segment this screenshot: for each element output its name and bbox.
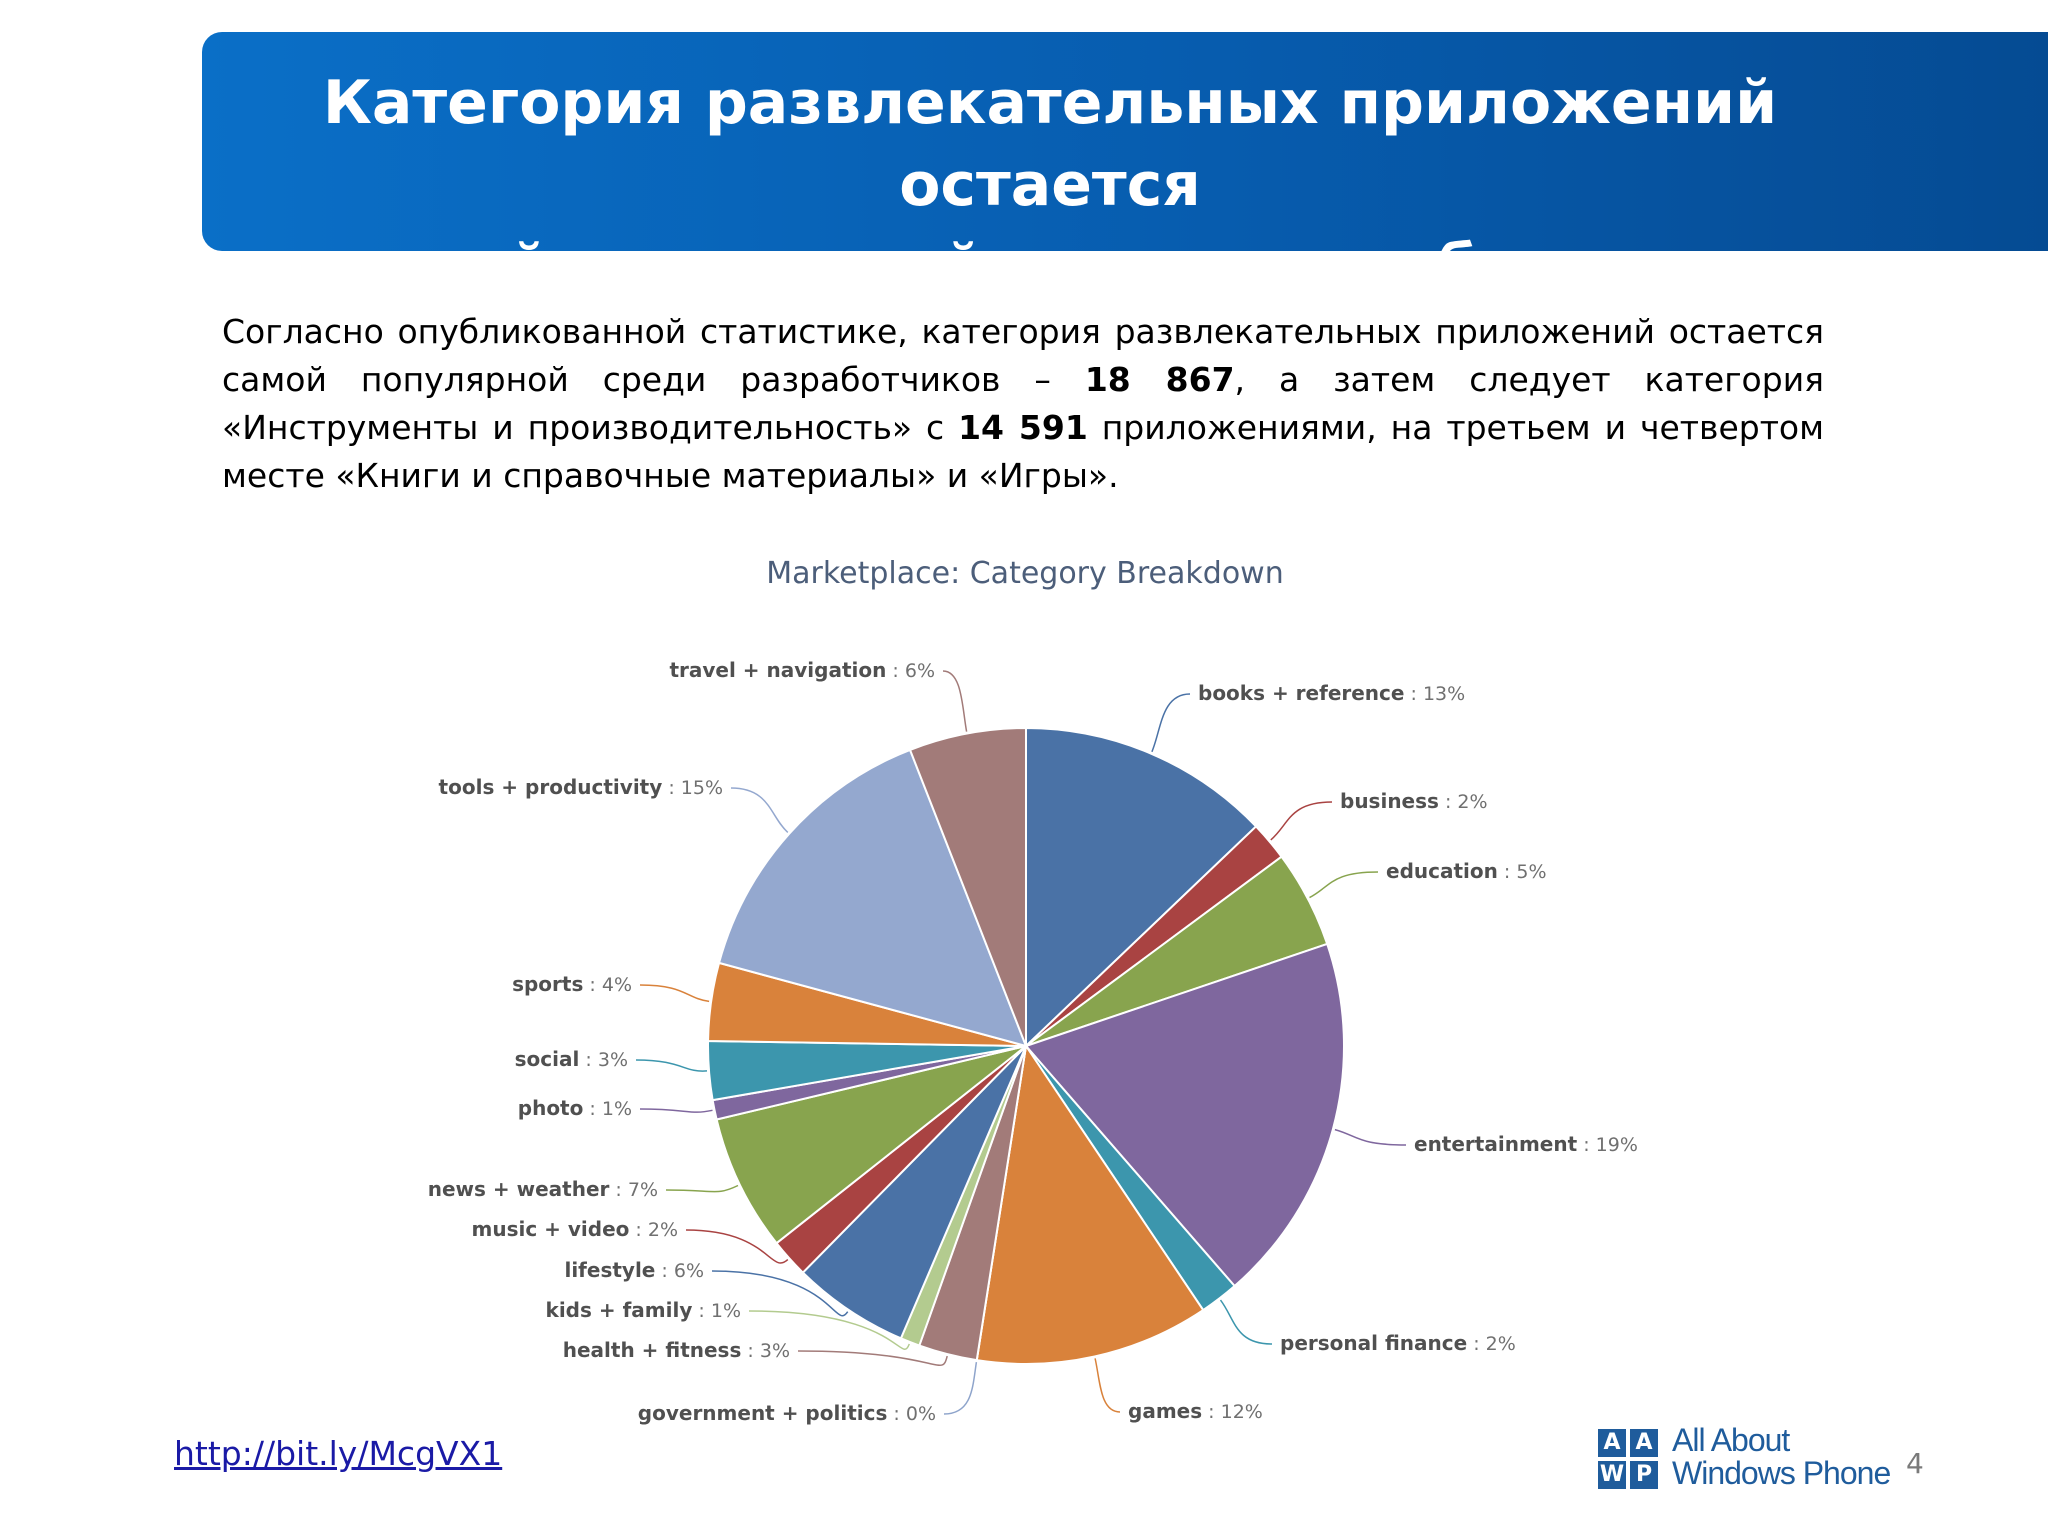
slice-label-name-photo: photo (518, 1096, 584, 1120)
slice-label-name-books-reference: books + reference (1198, 681, 1404, 705)
slice-label-value-education: : 5% (1498, 861, 1547, 883)
connector-photo (639, 1108, 713, 1113)
slice-label-entertainment: entertainment : 19% (1414, 1132, 1638, 1156)
slice-label-education: education : 5% (1386, 859, 1547, 883)
connector-sports (639, 984, 710, 1003)
slice-label-value-music-video: : 2% (629, 1219, 678, 1241)
slice-label-name-travel-navigation: travel + navigation (669, 658, 886, 682)
slice-label-value-kids-family: : 1% (692, 1300, 741, 1322)
chart-title: Marketplace: Category Breakdown (766, 556, 1284, 591)
pie-slice-entertainment[interactable] (1025, 942, 1345, 1288)
slice-label-sports: sports : 4% (512, 972, 632, 996)
slice-label-value-travel-navigation: : 6% (886, 660, 935, 682)
slice-label-name-games: games (1128, 1399, 1202, 1423)
slice-label-value-games: : 12% (1202, 1401, 1263, 1423)
slice-label-business: business : 2% (1340, 789, 1488, 813)
page-title: Категория развлекательных приложений ост… (240, 62, 1860, 308)
logo-letter-2: A (1630, 1429, 1658, 1457)
slice-label-name-news-weather: news + weather (428, 1177, 610, 1201)
logo-letter-4: P (1630, 1461, 1658, 1489)
slice-label-books-reference: books + reference : 13% (1198, 681, 1465, 705)
page-title-line-2: самой популярной среди разработчиков (341, 232, 1759, 302)
slice-label-lifestyle: lifestyle : 6% (564, 1258, 704, 1282)
connector-lifestyle (711, 1270, 849, 1317)
slice-label-name-social: social (515, 1047, 580, 1071)
slice-label-news-weather: news + weather : 7% (428, 1177, 658, 1201)
pie-slice-games[interactable] (975, 1045, 1205, 1365)
slice-label-value-business: : 2% (1439, 791, 1488, 813)
slice-label-value-social: : 3% (579, 1049, 628, 1071)
connector-travel-navigation (942, 670, 968, 732)
slice-label-value-health-fitness: : 3% (741, 1340, 790, 1362)
slice-label-name-sports: sports (512, 972, 583, 996)
source-link[interactable]: http://bit.ly/McgVX1 (174, 1434, 503, 1473)
slice-label-name-music-video: music + video (471, 1217, 629, 1241)
connector-education (1309, 871, 1379, 899)
all-about-windows-phone-logo: A A W P All About Windows Phone (1598, 1422, 1898, 1494)
logo-line-2: Windows Phone (1672, 1455, 1891, 1491)
connector-news-weather (665, 1184, 739, 1193)
slice-label-name-government-politics: government + politics (638, 1401, 888, 1425)
slice-label-value-tools-productivity: : 15% (662, 777, 723, 799)
intro-text-3: приложениями, на третьем и четвертом мес… (222, 408, 1825, 495)
intro-text-2: , а затем следует категория «Инструменты… (222, 360, 1824, 447)
slice-label-value-entertainment: : 19% (1577, 1134, 1638, 1156)
connector-tools-productivity (730, 787, 789, 833)
slice-label-kids-family: kids + family : 1% (546, 1298, 741, 1322)
slice-label-value-lifestyle: : 6% (655, 1260, 704, 1282)
slice-label-value-sports: : 4% (583, 974, 632, 996)
connector-personal-finance (1219, 1299, 1273, 1345)
slice-label-games: games : 12% (1128, 1399, 1263, 1423)
slice-label-personal-finance: personal finance : 2% (1280, 1331, 1516, 1355)
slice-label-value-books-reference: : 13% (1404, 683, 1465, 705)
logo-line-1: All About (1672, 1422, 1790, 1458)
slice-label-name-kids-family: kids + family (546, 1298, 693, 1322)
intro-number-entertainment: 18 867 (1084, 360, 1235, 399)
connector-books-reference (1151, 693, 1191, 753)
slice-label-value-personal-finance: : 2% (1467, 1333, 1516, 1355)
slice-label-name-health-fitness: health + fitness (563, 1338, 742, 1362)
pie-slice-travel-navigation[interactable] (909, 727, 1027, 1047)
intro-paragraph: Согласно опубликованной статистике, кате… (222, 308, 1824, 500)
page-title-line-1: Категория развлекательных приложений ост… (322, 68, 1778, 220)
slice-label-name-education: education (1386, 859, 1498, 883)
pie-slice-news-weather[interactable] (715, 1045, 1027, 1245)
slice-label-name-entertainment: entertainment (1414, 1132, 1578, 1156)
header-banner (202, 32, 2048, 251)
pie-slice-books-reference[interactable] (1025, 727, 1258, 1047)
slice-label-value-photo: : 1% (583, 1098, 632, 1120)
connector-kids-family (748, 1310, 910, 1350)
intro-text-1: Согласно опубликованной статистике, кате… (222, 312, 1824, 399)
slice-label-government-politics: government + politics : 0% (638, 1401, 936, 1425)
connector-entertainment (1334, 1128, 1407, 1146)
slice-label-name-business: business (1340, 789, 1439, 813)
slice-label-value-news-weather: : 7% (609, 1179, 658, 1201)
connector-government-politics (943, 1361, 978, 1415)
slice-label-name-personal-finance: personal finance (1280, 1331, 1467, 1355)
connector-business (1270, 801, 1333, 841)
slice-label-travel-navigation: travel + navigation : 6% (669, 658, 935, 682)
connector-music-video (685, 1229, 789, 1264)
connector-health-fitness (797, 1350, 948, 1367)
page-number: 4 (1906, 1447, 1924, 1480)
logo-letter-1: A (1598, 1429, 1626, 1457)
connector-games (1094, 1358, 1121, 1413)
pie-slice-tools-productivity[interactable] (718, 748, 1027, 1047)
slice-label-tools-productivity: tools + productivity : 15% (439, 775, 723, 799)
logo-letter-3: W (1598, 1461, 1626, 1489)
slice-label-photo: photo : 1% (518, 1096, 632, 1120)
slice-label-music-video: music + video : 2% (471, 1217, 678, 1241)
slice-label-value-government-politics: : 0% (887, 1403, 936, 1425)
slice-label-health-fitness: health + fitness : 3% (563, 1338, 790, 1362)
connector-social (635, 1059, 708, 1072)
slice-label-name-tools-productivity: tools + productivity (439, 775, 663, 799)
intro-number-tools: 14 591 (958, 408, 1088, 447)
slice-label-name-lifestyle: lifestyle (564, 1258, 655, 1282)
slice-label-social: social : 3% (515, 1047, 628, 1071)
